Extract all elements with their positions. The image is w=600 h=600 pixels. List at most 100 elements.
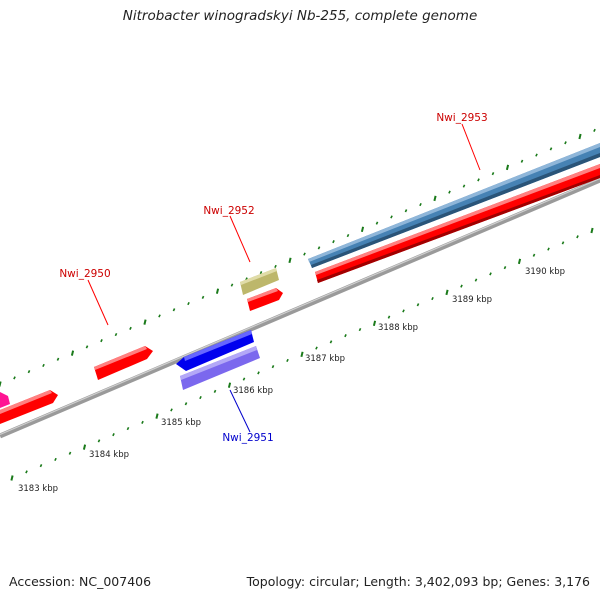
inner-tick-19 [286,358,289,363]
outer-tick-38 [549,147,553,151]
gene-label-nwi-2953: Nwi_2953 [436,112,487,124]
ruler-label-3189: 3189 kbp [452,295,492,305]
outer-tick-31 [448,190,451,194]
outer-tick-3 [42,363,45,368]
outer-tick-40 [578,133,582,140]
inner-tick-3 [54,457,57,462]
inner-tick-11 [170,408,173,412]
outer-tick-39 [564,141,567,145]
gene-left-edge-arrow[interactable] [0,390,58,424]
gene-label-nwi-2952: Nwi_2952 [203,205,254,217]
inner-tick-33 [489,272,492,276]
inner-tick-30 [445,289,449,296]
ruler-label-3185: 3185 kbp [161,418,201,428]
outer-tick-30 [433,195,437,202]
gene-nwi-2953-shadow [317,175,600,283]
inner-tick-0 [10,475,14,481]
gene-nwi-2952-arrow[interactable] [247,288,283,311]
outer-tick-27 [390,215,393,219]
outer-tick-12 [172,308,176,312]
outer-tick-2 [27,370,31,374]
outer-tick-32 [462,184,466,188]
outer-tick-36 [520,159,524,163]
outer-tick-29 [419,202,422,207]
outer-tick-26 [375,221,379,225]
ruler-label-3186: 3186 kbp [233,386,273,396]
outer-tick-5 [70,350,75,356]
gene-nwi-2951-highlight [184,330,252,361]
inner-tick-23 [344,334,347,338]
genome-summary-text: Topology: circular; Length: 3,402,093 bp… [246,574,590,589]
inner-tick-18 [271,365,275,369]
inner-tick-28 [416,303,420,307]
inner-tick-37 [547,247,550,251]
outer-tick-marks [0,128,596,387]
ruler-label-3184: 3184 kbp [89,450,129,460]
feature-olive-highlight [240,268,277,285]
outer-tick-13 [187,301,190,306]
outer-tick-16 [230,283,234,287]
inner-tick-13 [199,395,202,400]
genome-backbone-highlight [0,177,600,436]
leader-line-nwi-2952 [229,215,251,263]
inner-tick-32 [474,278,478,282]
outer-tick-20 [288,257,292,264]
genome-backbone [0,177,600,439]
gene-nwi-2953-highlight [315,164,600,275]
outer-tick-8 [114,332,118,337]
outer-tick-11 [158,314,161,318]
inner-tick-40 [590,227,594,234]
gene-nwi-2952-highlight [247,288,278,302]
inner-tick-10 [155,413,159,419]
outer-tick-22 [317,246,321,250]
inner-tick-35 [517,258,522,265]
accession-text: Accession: NC_007406 [9,574,152,589]
inner-tick-21 [315,346,318,350]
ruler-label-3183: 3183 kbp [18,484,58,494]
ruler-label-3188: 3188 kbp [378,323,418,333]
inner-tick-36 [532,253,536,257]
outer-tick-25 [360,226,365,233]
outer-tick-15 [215,288,220,294]
outer-tick-14 [201,295,205,299]
outer-tick-10 [143,319,147,325]
inner-tick-8 [126,426,130,431]
inner-tick-5 [82,444,87,450]
inner-tick-4 [68,451,72,455]
outer-tick-24 [346,233,350,238]
leader-line-nwi-2950 [87,279,109,326]
outer-tick-7 [100,339,103,343]
outer-tick-18 [259,271,263,275]
outer-tick-35 [505,164,510,171]
map-title: Nitrobacter winogradskyi Nb-255, complet… [122,8,478,24]
inner-tick-17 [257,371,260,375]
outer-tick-33 [477,178,480,182]
inner-tick-22 [329,340,333,344]
cds-bar-purple-highlight [180,346,257,380]
inner-tick-1 [25,470,28,474]
outer-tick-23 [332,240,335,244]
inner-tick-2 [39,464,43,468]
inner-tick-27 [402,309,405,313]
cds-band-blue-highlight [308,143,600,262]
inner-tick-34 [503,266,507,270]
gene-label-nwi-2951: Nwi_2951 [222,432,273,444]
inner-tick-6 [97,439,101,443]
feature-magenta [0,392,10,408]
leader-line-nwi-2951 [229,389,251,433]
inner-tick-39 [576,235,579,239]
outer-tick-41 [593,128,596,132]
cds-band-blue-shadow [311,153,600,268]
gene-nwi-2950-arrow[interactable] [94,346,153,380]
inner-tick-20 [300,351,304,358]
outer-tick-28 [404,209,408,213]
inner-tick-29 [431,296,434,301]
outer-tick-37 [535,153,538,157]
inner-tick-26 [387,315,391,319]
outer-tick-9 [129,326,132,330]
cds-bar-purple [180,346,260,390]
inner-tick-marks [10,227,594,481]
gene-label-nwi-2950: Nwi_2950 [59,268,110,280]
inner-tick-9 [141,420,144,424]
inner-tick-7 [112,433,115,437]
